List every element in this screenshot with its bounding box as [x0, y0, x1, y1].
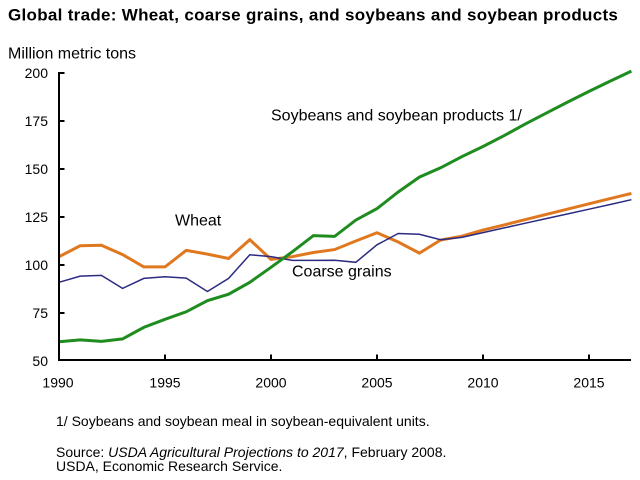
- svg-text:2005: 2005: [361, 375, 392, 391]
- svg-text:200: 200: [25, 65, 49, 81]
- svg-text:Soybeans and soybean products: Soybeans and soybean products 1/: [271, 108, 522, 125]
- svg-text:150: 150: [25, 161, 49, 177]
- svg-text:Million metric tons: Million metric tons: [8, 46, 136, 63]
- svg-text:Global trade: Wheat, coarse gr: Global trade: Wheat, coarse grains, and …: [8, 6, 618, 25]
- svg-text:1/ Soybeans and soybean meal i: 1/ Soybeans and soybean meal in soybean-…: [56, 413, 430, 429]
- svg-text:1990: 1990: [42, 375, 73, 391]
- svg-text:2015: 2015: [573, 375, 604, 391]
- svg-text:USDA, Economic Research Servic: USDA, Economic Research Service.: [56, 458, 282, 474]
- svg-text:1995: 1995: [149, 375, 180, 391]
- svg-text:100: 100: [25, 257, 49, 273]
- svg-text:75: 75: [32, 305, 48, 321]
- svg-text:Source: USDA Agricultural Proj: Source: USDA Agricultural Projections to…: [56, 444, 446, 460]
- svg-text:175: 175: [25, 113, 49, 129]
- svg-text:2010: 2010: [467, 375, 498, 391]
- svg-text:Coarse grains: Coarse grains: [292, 264, 392, 281]
- svg-text:2000: 2000: [255, 375, 286, 391]
- svg-text:125: 125: [25, 209, 49, 225]
- svg-text:50: 50: [32, 353, 48, 369]
- svg-text:Wheat: Wheat: [175, 213, 222, 230]
